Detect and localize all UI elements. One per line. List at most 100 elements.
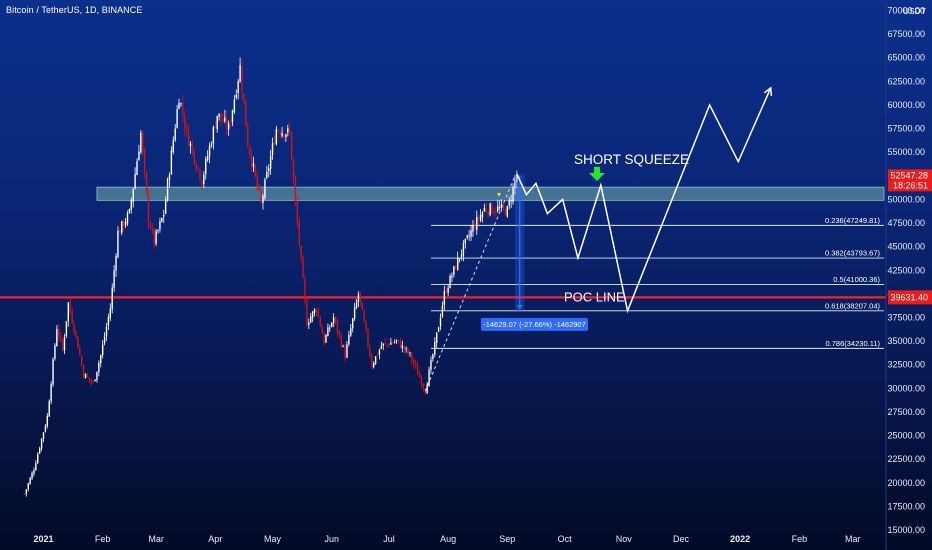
candle-body [136,161,138,176]
candle-body [157,229,159,231]
candle-body [182,102,184,116]
candle-body [241,67,243,92]
candle-body [73,324,75,333]
candle-body [357,293,360,302]
candle-body [80,355,83,365]
poc-layer: POC LINE [0,289,886,304]
candle-body [296,200,299,223]
y-tick-label: 60000.00 [887,100,925,110]
candle-body [155,231,157,244]
candle-body [304,278,306,300]
candle-body [472,225,474,232]
candle-body [245,100,247,127]
candle-body [109,308,112,319]
candle-body [250,154,253,167]
candles-layer [23,57,518,497]
candle-body [344,346,346,359]
candle-body [210,144,213,146]
candle-body [338,330,341,335]
candle-body [470,230,472,237]
candle-body [247,126,249,147]
x-tick-label: Jun [324,534,339,544]
trend-dashed-layer [424,175,516,392]
candle-body [489,203,491,216]
candle-body [455,265,457,270]
candle-body [113,270,115,288]
candle-body [445,290,447,294]
candle-body [50,384,52,402]
y-tick-label: 25000.00 [887,431,925,441]
candle-body [373,362,375,368]
y-tick-label: 22500.00 [887,454,925,464]
candle-body [355,301,358,309]
candle-body [481,212,484,217]
candle-body [216,115,218,130]
candle-body [453,266,455,275]
candle-body [82,365,85,378]
candle-body [310,316,312,323]
candle-body [256,174,258,187]
candle-body [346,344,348,358]
candle-body [460,254,463,258]
candle-body [172,140,174,152]
candle-body [218,113,220,117]
candle-body [231,110,234,123]
candle-body [195,164,197,169]
candle-body [86,374,89,378]
projection-arrow-head [763,86,773,96]
time-axis[interactable]: 2021 Feb Mar Apr May Jun Jul Aug Sep Oct Nov Dec 202… [33,534,860,544]
candle-body [31,472,33,479]
candle-body [122,220,125,227]
candle-body [115,256,117,271]
candle-body [52,359,54,385]
candle-body [512,186,514,203]
currency-label[interactable]: USDT [902,6,926,16]
candle-body [161,217,163,222]
candle-body [420,377,423,386]
chart-symbol-title[interactable]: Bitcoin / TetherUS, 1D, BINANCE [6,5,143,15]
candle-body [184,117,186,129]
candle-body [29,478,31,485]
candle-body [388,344,390,346]
candle-body [142,132,144,152]
candle-body [451,275,453,278]
candle-body [44,425,47,432]
candle-body [495,210,497,213]
candle-body [327,327,329,337]
y-tick-label: 65000.00 [887,53,925,63]
candle-body [363,311,365,322]
candle-body [206,156,209,160]
candle-body [413,360,415,365]
candle-body [248,146,251,155]
candle-body [138,151,140,161]
candle-body [384,342,386,344]
candle-body [437,327,440,332]
candle-body [493,212,495,213]
projection-path [516,87,772,314]
fibonacci-layer: 0.236(47249.81) 0.382(43793.67) 0.5(41000.… [431,216,884,349]
candle-body [432,354,434,360]
candle-body [40,438,43,449]
y-tick-label: 30000.00 [887,383,925,393]
candle-body [23,494,26,495]
resistance-zone [96,186,885,201]
candle-body [260,190,262,203]
candle-body [378,349,381,355]
candle-body [79,347,81,355]
candle-body [71,311,73,324]
candle-body [94,379,96,382]
y-tick-label: 50000.00 [887,194,925,204]
candle-body [321,326,323,334]
candle-body [264,179,266,198]
candle-body [279,132,281,135]
candle-body [63,337,66,351]
candle-body [33,470,35,474]
candle-body [331,322,333,327]
candle-body [348,334,350,345]
candle-body [298,221,300,245]
candle-body [268,168,270,171]
candle-body [401,345,404,349]
price-axis[interactable]: 15000.00 17500.00 20000.00 22500.00 25000.00… [885,0,925,550]
